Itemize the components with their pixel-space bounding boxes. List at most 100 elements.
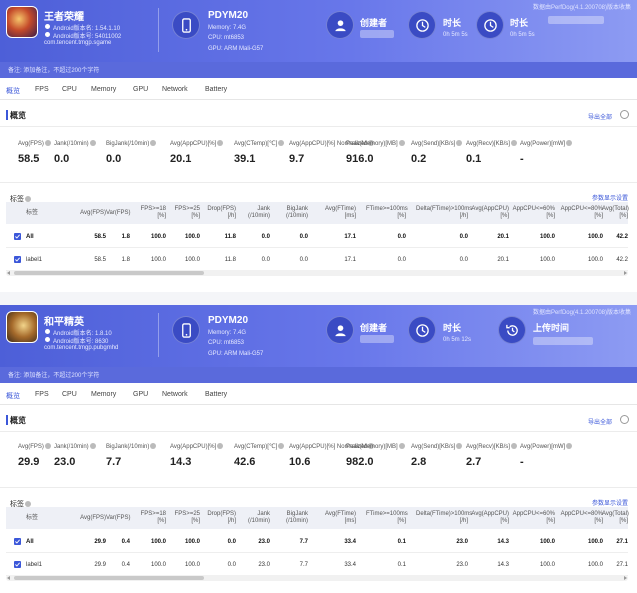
scroll-right-icon[interactable]	[624, 271, 627, 275]
table-cell: 1.8	[121, 234, 130, 240]
tab-gpu[interactable]: GPU	[133, 391, 149, 398]
tab-memory[interactable]: Memory	[91, 86, 117, 93]
column-header[interactable]: Avg(FPS)	[80, 210, 106, 216]
report-separator	[0, 292, 637, 305]
column-header[interactable]: Avg(AppCPU) [%]	[471, 206, 509, 219]
metric-value: 10.6	[289, 456, 311, 468]
column-header[interactable]: Avg(Total) [%]	[602, 206, 629, 219]
table-row[interactable]: label1 29.9 0.4 100.0 100.0 0.0 23.0 7.7 33.4 0.1…	[6, 554, 628, 576]
column-header[interactable]: Delta(FTime)>100ms [/h]	[416, 206, 473, 219]
tab-bar: 概览 FPS CPU Memory GPU Network Battery	[0, 80, 637, 100]
tab-gpu[interactable]: GPU	[133, 86, 149, 93]
help-icon	[25, 196, 31, 203]
horizontal-scrollbar[interactable]	[6, 270, 628, 276]
scroll-thumb[interactable]	[14, 576, 204, 580]
app-name: 和平精英	[44, 317, 84, 328]
remark-bar[interactable]: 备注: 添加备注，不超过200个字符	[0, 62, 637, 78]
android-icon	[45, 32, 50, 37]
column-header[interactable]: Jank (/10min)	[247, 511, 270, 524]
tab-memory[interactable]: Memory	[91, 391, 117, 398]
tab-network[interactable]: Network	[162, 391, 188, 398]
remark-bar[interactable]: 备注: 添加备注，不超过200个字符	[0, 367, 637, 383]
column-header[interactable]: FPS>=18 [%]	[140, 511, 166, 524]
scroll-right-icon[interactable]	[624, 576, 627, 580]
horizontal-scrollbar[interactable]	[6, 575, 628, 581]
column-header[interactable]: Avg(Total) [%]	[602, 511, 629, 524]
device-memory: Memory: 7.4G	[208, 25, 247, 31]
column-header[interactable]: BigJank (/10min)	[285, 206, 308, 219]
upload-time-title: 上传时间	[533, 323, 570, 333]
tab-cpu[interactable]: CPU	[62, 391, 77, 398]
table-cell: 23.0	[258, 562, 270, 568]
row-label: All	[26, 539, 34, 545]
column-header[interactable]: Drop(FPS) [/h]	[207, 511, 236, 524]
package-name: com.tencent.tmgp.sgame	[44, 40, 112, 46]
tab-fps[interactable]: FPS	[35, 86, 49, 93]
metric-label: Avg(Send)[KB/s]	[411, 141, 456, 147]
column-header[interactable]: AppCPU<=60% [%]	[512, 511, 555, 524]
column-header[interactable]: BigJank (/10min)	[285, 511, 308, 524]
tab-overview[interactable]: 概览	[6, 393, 20, 400]
scroll-left-icon[interactable]	[7, 271, 10, 275]
column-header[interactable]: FPS>=25 [%]	[174, 511, 200, 524]
column-header[interactable]: Avg(FTime) [ms]	[324, 511, 356, 524]
table-cell: 42.2	[616, 257, 628, 263]
table-cell: 0.0	[299, 257, 308, 263]
table-row[interactable]: label1 58.5 1.8 100.0 100.0 11.8 0.0 0.0 17.1 0.0…	[6, 249, 628, 271]
metric-label: Avg(Power)[mW]	[520, 141, 566, 147]
app-name: 王者荣耀	[44, 12, 84, 23]
column-header[interactable]: Avg(AppCPU) [%]	[471, 511, 509, 524]
column-header[interactable]: 标签	[26, 210, 39, 216]
column-header[interactable]: FTime>=100ms [%]	[366, 206, 408, 219]
row-checkbox[interactable]	[14, 233, 21, 240]
tab-network[interactable]: Network	[162, 86, 188, 93]
third-title: 时长	[510, 18, 529, 28]
table-cell: 0.4	[121, 562, 130, 568]
column-header[interactable]: Avg(FTime) [ms]	[324, 206, 356, 219]
help-icon	[368, 139, 375, 146]
help-icon	[456, 442, 463, 449]
row-checkbox[interactable]	[14, 561, 21, 568]
metric-2: BigJank(/10min) 0.0	[106, 138, 157, 165]
column-header[interactable]: AppCPU<=80% [%]	[560, 511, 603, 524]
tab-cpu[interactable]: CPU	[62, 86, 77, 93]
row-checkbox[interactable]	[14, 256, 21, 263]
column-header[interactable]: FPS>=25 [%]	[174, 206, 200, 219]
metric-value: 14.3	[170, 456, 192, 468]
column-header[interactable]: Avg(FPS)	[80, 515, 106, 521]
table-row[interactable]: All 58.5 1.8 100.0 100.0 11.8 0.0 0.0 17.1 0.0 0.0…	[6, 226, 628, 248]
column-header[interactable]: AppCPU<=80% [%]	[560, 206, 603, 219]
column-header[interactable]: Var(FPS)	[106, 515, 131, 521]
export-all-button[interactable]: 导出全部	[588, 115, 613, 121]
tab-overview[interactable]: 概览	[6, 88, 20, 95]
help-icon	[25, 501, 31, 508]
column-header[interactable]: FPS>=18 [%]	[140, 206, 166, 219]
table-cell: 0.0	[459, 257, 468, 263]
column-header[interactable]: Jank (/10min)	[247, 206, 270, 219]
tab-battery[interactable]: Battery	[205, 391, 228, 398]
column-settings-button[interactable]: 参数显示设置	[592, 501, 629, 507]
column-header[interactable]: 标签	[26, 515, 39, 521]
clock-icon	[408, 316, 436, 344]
metric-value: 0.1	[466, 153, 482, 165]
metric-value: 0.0	[106, 153, 122, 165]
column-header[interactable]: Delta(FTime)>100ms [/h]	[416, 511, 473, 524]
table-cell: 58.5	[94, 234, 106, 240]
table-cell: 100.0	[587, 257, 603, 263]
table-row[interactable]: All 29.9 0.4 100.0 100.0 0.0 23.0 7.7 33.4 0.1 23.…	[6, 531, 628, 553]
tab-fps[interactable]: FPS	[35, 391, 49, 398]
export-all-button[interactable]: 导出全部	[588, 420, 613, 426]
table-cell: 100.0	[539, 539, 555, 545]
column-settings-button[interactable]: 参数显示设置	[592, 196, 629, 202]
report-header: 王者荣耀 Android版本名: 1.54.1.10 Android版本号: 5…	[0, 0, 637, 62]
table-cell: 0.0	[261, 257, 270, 263]
scroll-left-icon[interactable]	[7, 576, 10, 580]
row-checkbox[interactable]	[14, 538, 21, 545]
metric-4: Avg(CTemp)[℃] 42.6	[234, 441, 285, 468]
column-header[interactable]: Var(FPS)	[106, 210, 131, 216]
column-header[interactable]: Drop(FPS) [/h]	[207, 206, 236, 219]
column-header[interactable]: FTime>=100ms [%]	[366, 511, 408, 524]
scroll-thumb[interactable]	[14, 271, 204, 275]
column-header[interactable]: AppCPU<=60% [%]	[512, 206, 555, 219]
tab-battery[interactable]: Battery	[205, 86, 228, 93]
